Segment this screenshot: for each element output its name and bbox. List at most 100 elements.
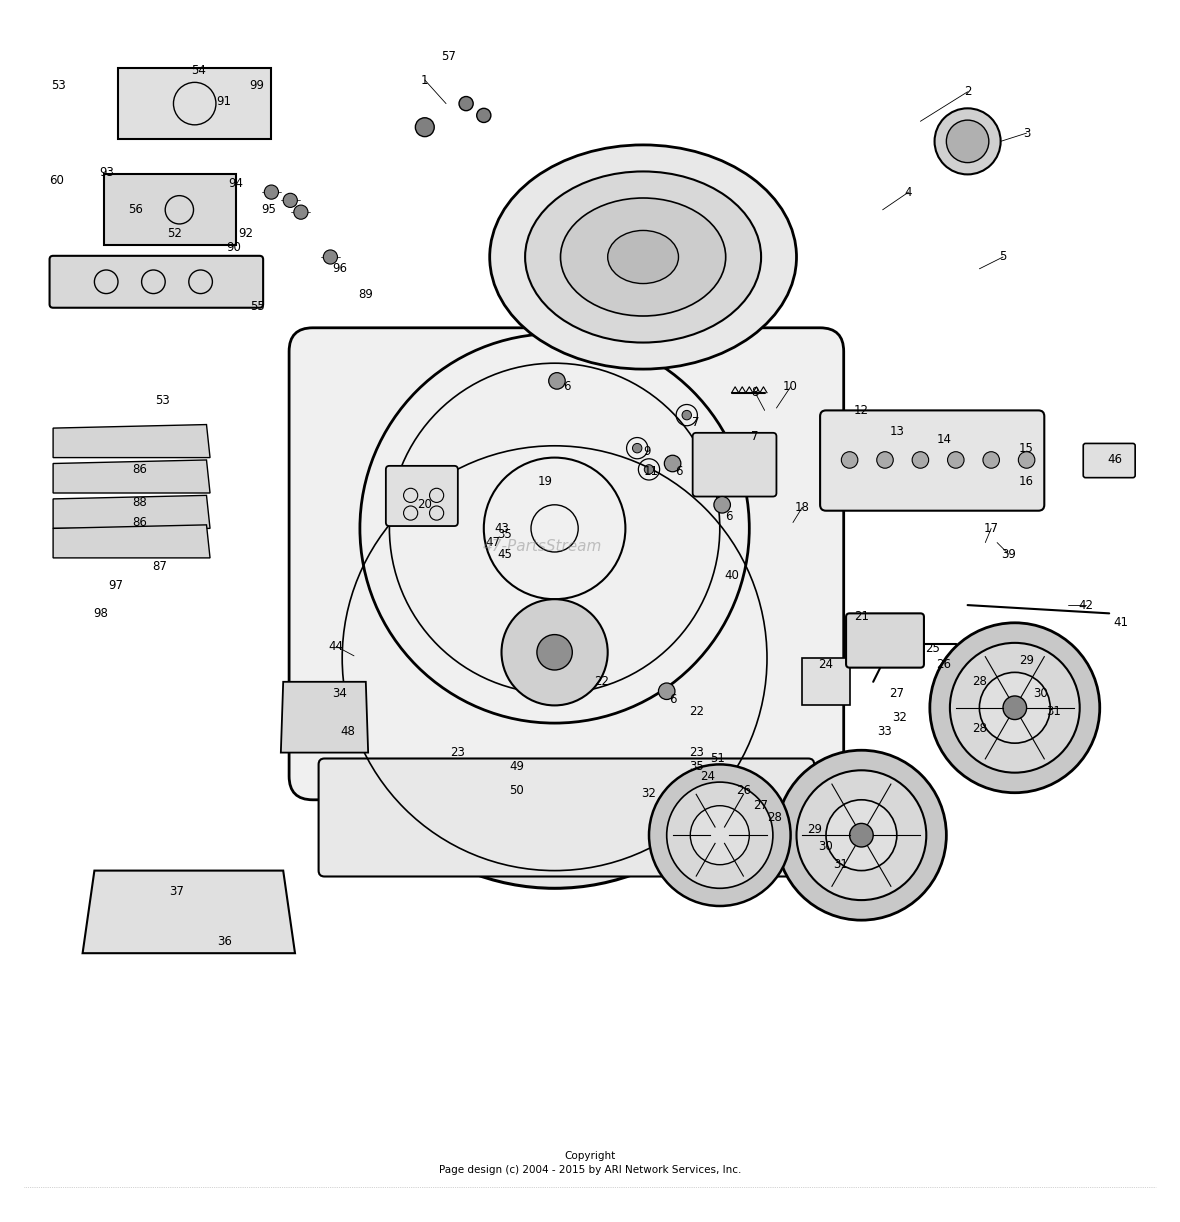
Text: 15: 15 [1020, 441, 1034, 455]
Text: 89: 89 [359, 288, 373, 302]
FancyBboxPatch shape [289, 327, 844, 800]
Text: 99: 99 [250, 79, 264, 93]
Text: 6: 6 [669, 693, 676, 706]
Text: 88: 88 [132, 496, 146, 508]
Text: 12: 12 [854, 404, 868, 417]
Text: 28: 28 [972, 676, 986, 688]
Circle shape [502, 599, 608, 705]
Text: 26: 26 [937, 657, 951, 671]
Text: 30: 30 [819, 841, 833, 853]
Text: 45: 45 [498, 547, 512, 561]
Text: 46: 46 [1108, 453, 1122, 467]
Text: 92: 92 [238, 227, 253, 240]
Text: 25: 25 [925, 643, 939, 655]
Polygon shape [53, 424, 210, 457]
Circle shape [264, 185, 278, 199]
Text: 57: 57 [441, 50, 455, 62]
Text: 19: 19 [538, 474, 552, 488]
Text: 53: 53 [156, 395, 170, 407]
Circle shape [324, 428, 785, 888]
Circle shape [283, 193, 297, 208]
Circle shape [930, 623, 1100, 793]
Text: 32: 32 [892, 711, 906, 723]
Text: 97: 97 [109, 578, 123, 591]
Text: 11: 11 [644, 466, 658, 478]
Text: 7: 7 [752, 430, 759, 442]
FancyBboxPatch shape [386, 466, 458, 525]
Text: 20: 20 [418, 499, 432, 511]
Text: 7: 7 [693, 415, 700, 429]
Ellipse shape [490, 145, 796, 369]
Text: 3: 3 [1023, 127, 1030, 139]
Text: 21: 21 [854, 611, 868, 623]
Text: 52: 52 [168, 227, 182, 240]
Text: 28: 28 [767, 811, 781, 824]
Circle shape [826, 800, 897, 870]
Circle shape [950, 643, 1080, 772]
Circle shape [850, 824, 873, 847]
Circle shape [776, 750, 946, 920]
FancyBboxPatch shape [846, 613, 924, 667]
Text: 14: 14 [937, 434, 951, 446]
Text: Copyright: Copyright [564, 1151, 616, 1161]
Text: 8: 8 [752, 386, 759, 400]
Text: 2: 2 [964, 86, 971, 98]
Polygon shape [53, 525, 210, 558]
Circle shape [549, 373, 565, 389]
Text: 30: 30 [1034, 687, 1048, 700]
Text: 56: 56 [129, 203, 143, 216]
Circle shape [658, 683, 675, 699]
Text: 93: 93 [99, 165, 113, 178]
Circle shape [1018, 452, 1035, 468]
Text: 54: 54 [191, 64, 205, 77]
Polygon shape [53, 495, 210, 528]
FancyBboxPatch shape [50, 255, 263, 308]
Circle shape [714, 496, 730, 513]
Text: 51: 51 [710, 752, 725, 765]
Text: 13: 13 [890, 425, 904, 439]
Polygon shape [281, 682, 368, 753]
Text: 6: 6 [726, 510, 733, 523]
Circle shape [649, 765, 791, 906]
Polygon shape [802, 659, 850, 705]
FancyBboxPatch shape [319, 759, 814, 876]
Text: 6: 6 [563, 380, 570, 393]
Circle shape [912, 452, 929, 468]
Text: 47: 47 [486, 536, 500, 549]
Text: 55: 55 [250, 301, 264, 313]
Text: 90: 90 [227, 241, 241, 254]
Text: 29: 29 [807, 822, 821, 836]
Circle shape [948, 452, 964, 468]
Text: 35: 35 [498, 528, 512, 541]
Text: 22: 22 [689, 705, 703, 717]
Circle shape [664, 456, 681, 472]
FancyBboxPatch shape [1083, 444, 1135, 478]
Text: 16: 16 [1020, 474, 1034, 488]
Text: 49: 49 [510, 760, 524, 774]
Text: 22: 22 [595, 676, 609, 688]
Text: 18: 18 [795, 501, 809, 513]
Text: 33: 33 [878, 725, 892, 738]
Text: 42: 42 [1079, 599, 1093, 611]
Text: 31: 31 [1047, 705, 1061, 717]
Text: 44: 44 [329, 640, 343, 653]
Text: 24: 24 [819, 657, 833, 671]
Text: 9: 9 [643, 445, 650, 458]
Text: 26: 26 [736, 783, 750, 797]
Circle shape [632, 444, 642, 453]
Circle shape [537, 634, 572, 670]
Text: 40: 40 [725, 569, 739, 582]
Text: Page design (c) 2004 - 2015 by ARI Network Services, Inc.: Page design (c) 2004 - 2015 by ARI Netwo… [439, 1166, 741, 1176]
Text: 41: 41 [1114, 616, 1128, 629]
Polygon shape [104, 175, 236, 246]
Text: 36: 36 [217, 935, 231, 948]
Text: 43: 43 [494, 522, 509, 535]
Ellipse shape [525, 171, 761, 342]
Text: 10: 10 [784, 380, 798, 393]
Text: 35: 35 [689, 760, 703, 774]
Circle shape [323, 251, 337, 264]
Circle shape [935, 109, 1001, 175]
Text: 17: 17 [984, 522, 998, 535]
Circle shape [690, 805, 749, 865]
Text: 27: 27 [754, 799, 768, 813]
